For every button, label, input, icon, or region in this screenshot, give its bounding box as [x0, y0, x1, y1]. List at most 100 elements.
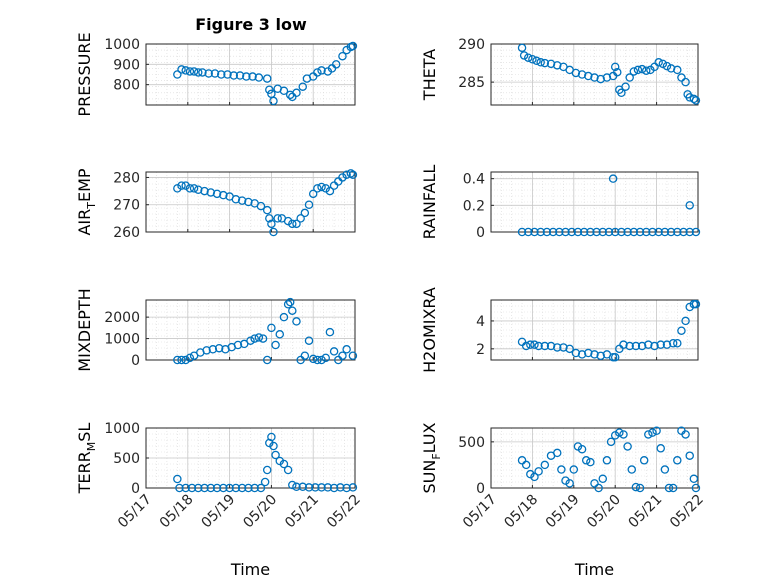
data-point [300, 208, 310, 218]
y-tick-label: 270 [113, 198, 140, 214]
data-point [534, 341, 543, 351]
data-point [530, 472, 539, 482]
data-point [225, 483, 234, 493]
data-point [691, 96, 701, 105]
data-point [648, 428, 657, 437]
data-point [254, 73, 264, 82]
x-tick-label: 05/17 [460, 492, 500, 532]
data-point [637, 64, 647, 74]
x-tick-label: 05/18 [157, 492, 197, 532]
data-point [542, 227, 552, 237]
data-point [208, 345, 218, 354]
data-point [664, 483, 674, 493]
y-axis-label: TERRMSL [75, 423, 98, 495]
y-axis-label: MIXDEPTH [75, 288, 94, 371]
data-point [524, 227, 533, 237]
y-tick-label: 4 [476, 314, 485, 330]
data-point [552, 61, 562, 70]
data-point [189, 184, 199, 193]
data-point [532, 56, 541, 66]
data-point [321, 353, 330, 363]
data-point [336, 483, 345, 492]
subplot-h2omixra: 2 4 H2OMIXRA [420, 287, 701, 373]
y-tick-label: 800 [113, 78, 140, 94]
data-point [313, 68, 322, 77]
data-point [200, 186, 209, 196]
data-series [517, 426, 701, 493]
data-point [617, 227, 626, 237]
data-point [596, 351, 605, 361]
data-point [216, 70, 226, 79]
data-point [689, 94, 699, 104]
data-point [658, 59, 668, 69]
data-point [181, 355, 190, 365]
data-point [187, 483, 197, 493]
data-point [177, 355, 186, 365]
data-point [662, 340, 672, 349]
x-tick-label: 05/20 [240, 492, 280, 532]
data-point [258, 334, 268, 343]
data-point [338, 173, 347, 182]
y-tick-label: 1000 [104, 37, 140, 53]
data-point [204, 69, 213, 78]
data-point [656, 340, 665, 349]
data-point [517, 43, 527, 53]
data-point [648, 227, 657, 237]
data-point [200, 483, 209, 493]
data-point [650, 62, 659, 72]
data-point [288, 92, 297, 102]
data-point [685, 227, 694, 237]
data-point [260, 477, 270, 487]
data-point [206, 483, 216, 493]
data-series [173, 41, 358, 106]
data-point [308, 189, 318, 199]
axes-box [145, 43, 356, 106]
data-point [173, 184, 182, 193]
data-point [265, 85, 274, 95]
axes-box [490, 43, 699, 106]
data-point [673, 339, 682, 348]
data-point [173, 474, 182, 484]
data-point [666, 64, 676, 73]
data-point [681, 316, 690, 326]
data-point [212, 483, 222, 493]
data-point [598, 227, 608, 237]
data-point [546, 341, 556, 351]
data-point [590, 73, 599, 82]
data-point [181, 181, 190, 190]
subplot-mixdepth: 0 1000 2000 MIXDEPTH [75, 288, 358, 372]
data-point [691, 299, 701, 309]
data-point [581, 456, 591, 465]
data-point [519, 51, 529, 60]
data-point [668, 339, 678, 348]
data-point [625, 341, 634, 351]
data-point [342, 345, 351, 354]
data-point [300, 351, 310, 360]
data-point [313, 184, 322, 193]
data-point [292, 88, 301, 98]
data-point [296, 214, 305, 223]
y-tick-label: 1000 [104, 421, 140, 437]
data-point [536, 227, 545, 237]
data-point [237, 483, 247, 493]
data-point [181, 483, 190, 493]
data-point [235, 71, 245, 80]
data-point [637, 341, 647, 351]
data-point [623, 227, 632, 237]
data-point [244, 197, 253, 207]
x-tick-label: 05/19 [199, 492, 239, 532]
y-axis-label: RAINFALL [420, 165, 439, 240]
data-series [517, 174, 701, 237]
data-point [242, 72, 251, 81]
data-point [250, 334, 259, 343]
data-point [202, 346, 211, 355]
data-point [635, 227, 645, 237]
data-point [283, 465, 293, 475]
data-point [548, 227, 558, 237]
data-point [691, 227, 701, 237]
data-point [246, 336, 255, 345]
data-point [650, 341, 659, 351]
data-point [210, 69, 220, 78]
data-point [256, 483, 266, 493]
data-point [660, 227, 670, 237]
